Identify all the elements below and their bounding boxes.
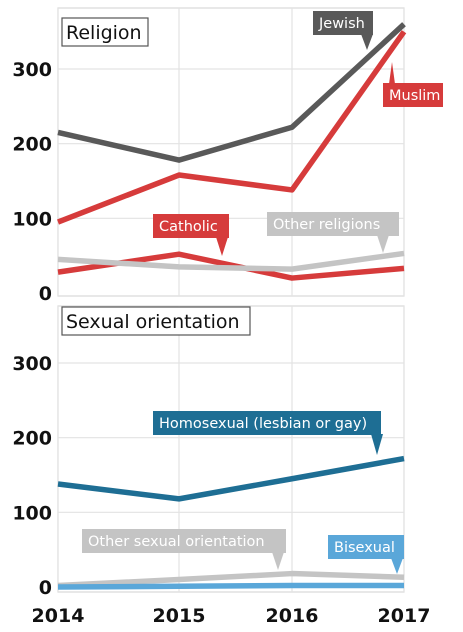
series-line-2 (57, 30, 407, 225)
series-label-box (313, 11, 373, 35)
y-tick-label: 200 (12, 134, 52, 156)
series-label-box (153, 214, 229, 238)
series-label-pointer (377, 235, 389, 253)
x-tick-label: 2014 (32, 605, 85, 627)
y-tick-label: 100 (12, 502, 52, 524)
series-label-box (328, 535, 404, 559)
series-label: Muslim (389, 88, 440, 104)
series-label: Bisexual (334, 540, 395, 556)
series-label-pointer (391, 558, 403, 574)
panel-title-box (61, 17, 149, 47)
series-label: Other sexual orientation (88, 534, 265, 550)
series-label-box (153, 411, 381, 435)
y-tick-label: 200 (12, 428, 52, 450)
panel-title: Sexual orientation (66, 311, 240, 333)
series-label-box (267, 212, 399, 236)
x-tick-label: 2017 (378, 605, 431, 627)
series-label-box (82, 529, 286, 553)
x-tick-label: 2016 (266, 605, 319, 627)
y-tick-label: 0 (39, 577, 52, 599)
series-label-pointer (371, 434, 383, 455)
series-label-pointer (361, 34, 373, 50)
series-label: Catholic (159, 219, 218, 235)
y-tick-label: 0 (39, 283, 52, 305)
series-line-2 (57, 570, 405, 589)
y-tick-label: 300 (12, 353, 52, 375)
x-tick-label: 2015 (153, 605, 206, 627)
series-line-4 (57, 250, 405, 272)
series-label-pointer (272, 552, 284, 570)
series-label: Jewish (318, 16, 365, 32)
panel-title-box (61, 306, 251, 336)
series-line-1 (57, 22, 406, 163)
series-label-pointer (216, 237, 228, 256)
series-line-1 (57, 455, 405, 502)
y-tick-label: 300 (12, 59, 52, 81)
series-line-3 (57, 582, 404, 590)
series-label: Homosexual (lesbian or gay) (159, 416, 367, 432)
panel-title: Religion (66, 22, 142, 44)
series-label: Other religions (273, 217, 380, 233)
panel-frame (57, 7, 405, 297)
y-tick-label: 100 (12, 208, 52, 230)
series-label-pointer (386, 62, 398, 106)
